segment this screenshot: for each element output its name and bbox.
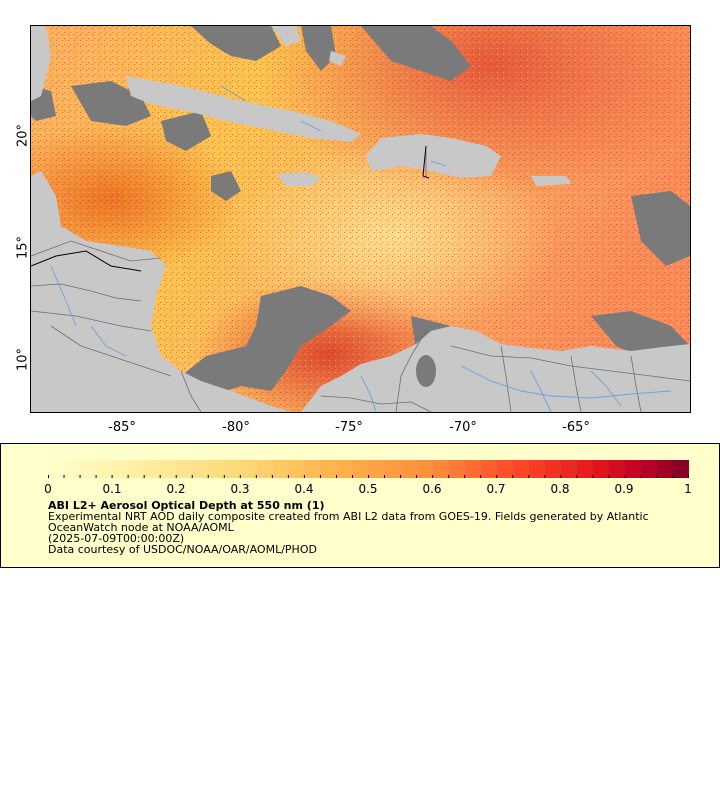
colorbar-step xyxy=(432,460,450,478)
colorbar-step xyxy=(576,460,594,478)
colorbar-step xyxy=(128,460,145,478)
colorbar-label: 0.4 xyxy=(294,482,314,496)
colorbar-step xyxy=(80,460,97,478)
central-america xyxy=(31,171,291,412)
colorbar-step xyxy=(272,460,289,478)
colorbar-step xyxy=(96,460,113,478)
map-panel[interactable] xyxy=(30,25,691,413)
colorbar-step xyxy=(640,460,658,478)
colorbar-step xyxy=(288,460,305,478)
lon-label-65w: -65° xyxy=(562,420,590,435)
south-america xyxy=(301,326,690,412)
legend-text: ABI L2+ Aerosol Optical Depth at 550 nm … xyxy=(48,500,688,555)
colorbar-step xyxy=(176,460,193,478)
colorbar-step xyxy=(384,460,402,478)
colorbar xyxy=(48,460,689,478)
jamaica xyxy=(276,172,321,186)
colorbar-step xyxy=(320,460,337,478)
rivers xyxy=(50,85,672,412)
colorbar-step xyxy=(592,460,610,478)
colorbar-step xyxy=(672,460,689,478)
colorbar-step xyxy=(144,460,161,478)
colorbar-step xyxy=(448,460,466,478)
puerto-rico xyxy=(531,176,571,186)
colorbar-label: 0.6 xyxy=(422,482,442,496)
colorbar-step xyxy=(160,460,177,478)
colorbar-step xyxy=(608,460,626,478)
landmasses xyxy=(31,26,690,412)
colorbar-label: 0.5 xyxy=(358,482,378,496)
colorbar-step xyxy=(304,460,321,478)
colorbar-step xyxy=(240,460,257,478)
lon-label-75w: -75° xyxy=(335,420,363,435)
colorbar-step xyxy=(256,460,273,478)
lat-label-10n: 10° xyxy=(15,347,31,372)
legend-title: ABI L2+ Aerosol Optical Depth at 550 nm … xyxy=(48,499,325,512)
colorbar-step xyxy=(336,460,353,478)
colorbar-step xyxy=(480,460,498,478)
colorbar-step xyxy=(416,460,434,478)
colorbar-step xyxy=(192,460,209,478)
colorbar-label: 0.1 xyxy=(102,482,122,496)
colorbar-label: 0.9 xyxy=(614,482,634,496)
lon-label-85w: -85° xyxy=(108,420,136,435)
colorbar-step xyxy=(400,460,418,478)
colorbar-step xyxy=(112,460,129,478)
colorbar-label: 0 xyxy=(44,482,52,496)
colorbar-step xyxy=(544,460,562,478)
colorbar-step xyxy=(528,460,546,478)
colorbar-label: 1 xyxy=(684,482,692,496)
colorbar-step xyxy=(352,460,369,478)
aod-map xyxy=(31,26,690,412)
lon-label-70w: -70° xyxy=(449,420,477,435)
lat-label-20n: 20° xyxy=(15,123,31,148)
colorbar-step xyxy=(368,460,386,478)
colorbar-label: 0.8 xyxy=(550,482,570,496)
colorbar-step xyxy=(512,460,530,478)
colorbar-label: 0.2 xyxy=(166,482,186,496)
colorbar-step xyxy=(496,460,514,478)
hispaniola xyxy=(366,134,501,178)
lake-maracaibo xyxy=(416,355,436,387)
legend-description: Experimental NRT AOD daily composite cre… xyxy=(48,510,649,534)
colorbar-step xyxy=(224,460,241,478)
colorbar-step xyxy=(48,460,65,478)
colorbar-step xyxy=(560,460,578,478)
colorbar-label: 0.3 xyxy=(230,482,250,496)
cuba xyxy=(126,76,361,142)
colorbar-step xyxy=(656,460,674,478)
lat-label-15n: 15° xyxy=(15,235,31,260)
colorbar-step xyxy=(208,460,225,478)
legend-credit: Data courtesy of USDOC/NOAA/OAR/AOML/PHO… xyxy=(48,543,317,556)
colorbar-step xyxy=(464,460,482,478)
colorbar-label: 0.7 xyxy=(486,482,506,496)
colorbar-step xyxy=(624,460,642,478)
country-borders xyxy=(31,146,690,412)
colorbar-step xyxy=(64,460,81,478)
legend-date: (2025-07-09T00:00:00Z) xyxy=(48,532,185,545)
lon-label-80w: -80° xyxy=(222,420,250,435)
